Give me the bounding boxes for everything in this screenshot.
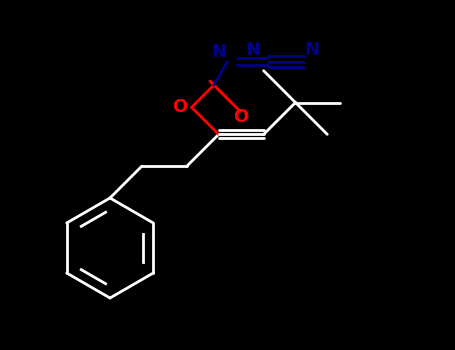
Text: O: O <box>233 108 249 126</box>
Text: N: N <box>245 41 260 59</box>
Text: N: N <box>304 41 319 59</box>
Text: N: N <box>212 43 227 61</box>
Text: O: O <box>172 98 187 116</box>
